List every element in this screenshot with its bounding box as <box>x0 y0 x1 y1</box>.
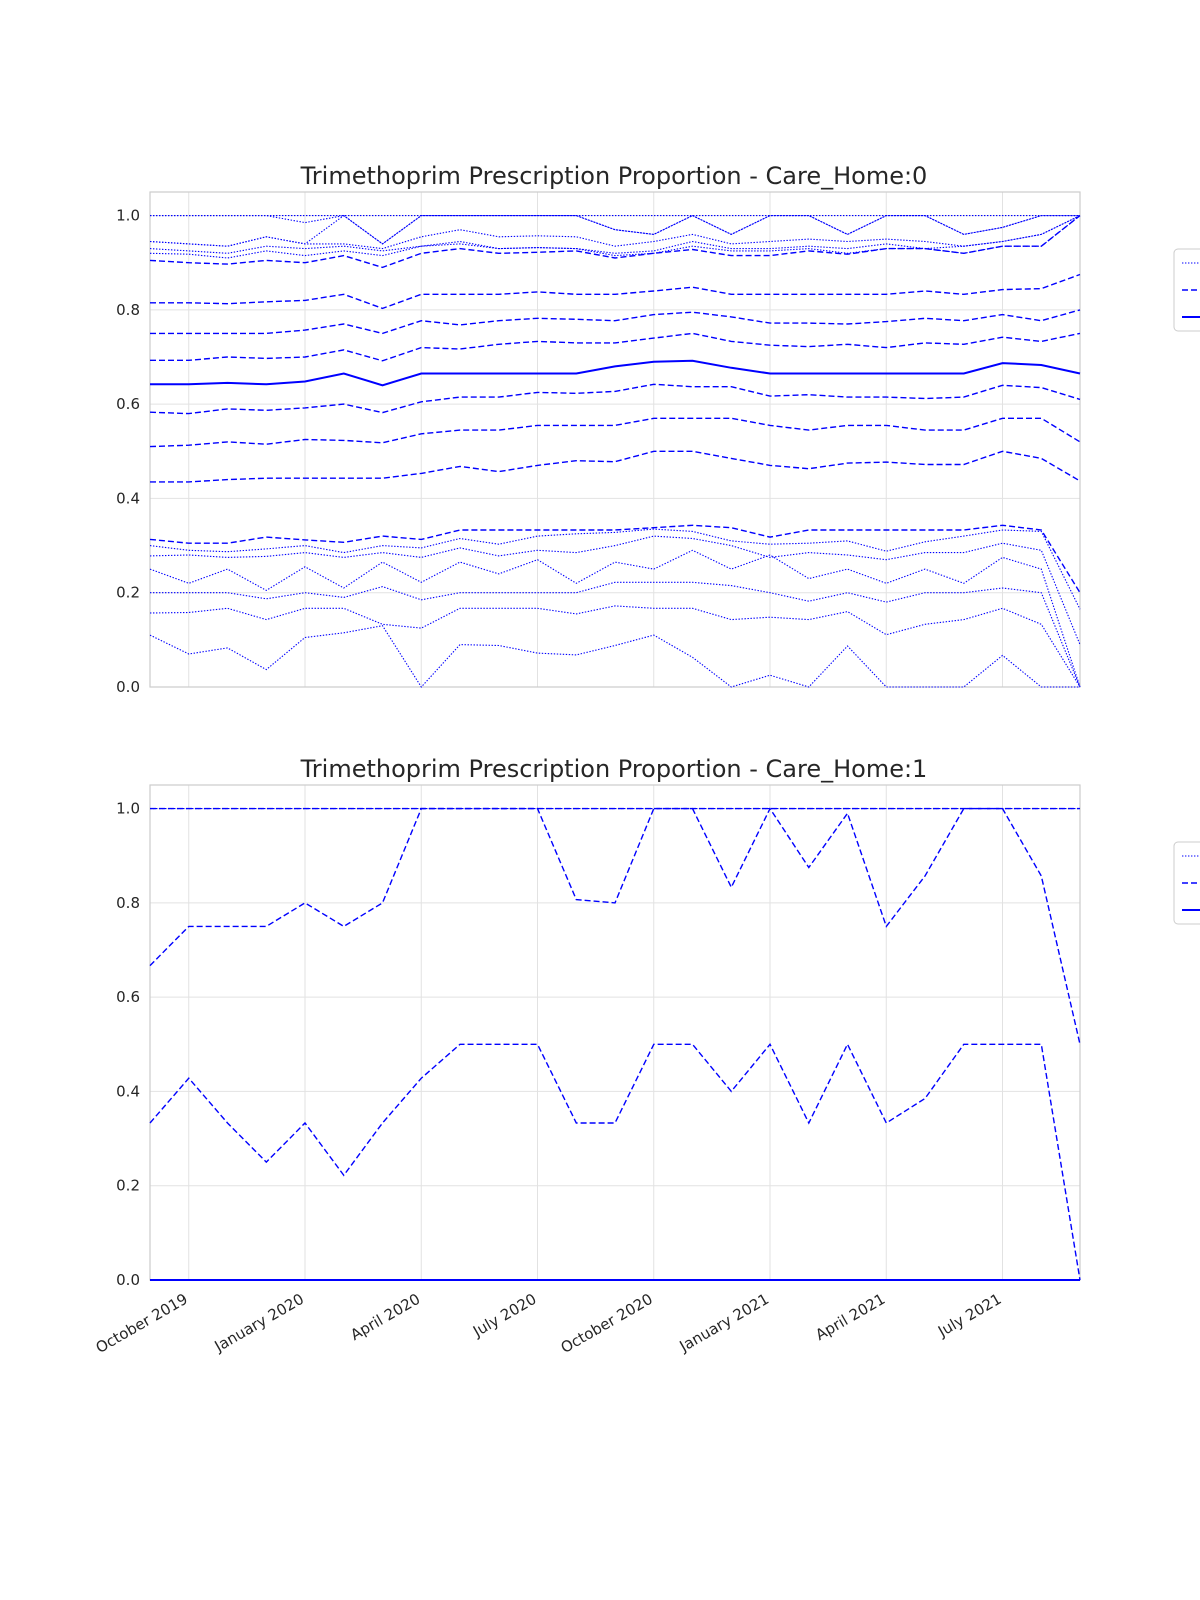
grid <box>150 785 1080 1281</box>
series-line-8 <box>150 273 1081 310</box>
series-line-6 <box>149 215 1081 259</box>
series-line-16 <box>149 528 1081 610</box>
x-tick-label: July 2020 <box>469 1290 539 1341</box>
chart-panel-care-home-0: Trimethoprim Prescription Proportion - C… <box>116 162 1200 696</box>
x-tick-label: January 2021 <box>676 1290 772 1356</box>
legend[interactable] <box>1173 841 1200 925</box>
x-tick-label: April 2020 <box>347 1290 423 1344</box>
series-line-14 <box>150 450 1081 483</box>
y-tick-label: 0.4 <box>116 489 140 507</box>
series-line-5 <box>149 215 1081 254</box>
series-line-3 <box>149 807 1081 1045</box>
y-tick-label: 0.6 <box>116 988 140 1006</box>
y-axis: 0.0 0.2 0.4 0.6 0.8 1.0 <box>116 207 140 696</box>
series-line-11 <box>150 359 1081 387</box>
chart-title: Trimethoprim Prescription Proportion - C… <box>300 162 928 190</box>
series-line-17 <box>149 535 1081 645</box>
series-line-18 <box>149 549 1081 688</box>
x-tick-label: October 2019 <box>93 1290 191 1357</box>
legend[interactable] <box>1173 248 1200 332</box>
series-group <box>149 214 1081 688</box>
x-axis: October 2019 January 2020 April 2020 July 2… <box>93 1290 1005 1357</box>
series-line-15 <box>149 524 1081 594</box>
y-tick-label: 0.4 <box>116 1082 140 1100</box>
y-tick-label: 0.6 <box>116 395 140 413</box>
series-line-21 <box>149 625 1080 688</box>
y-tick-label: 0.8 <box>116 301 140 319</box>
y-tick-label: 1.0 <box>116 800 140 818</box>
series-line-20 <box>149 605 1081 688</box>
plot-area <box>149 191 1081 688</box>
plot-area <box>149 784 1081 1281</box>
series-line-12 <box>149 383 1081 415</box>
chart-panel-care-home-1: Trimethoprim Prescription Proportion - C… <box>93 755 1200 1357</box>
y-tick-label: 0.2 <box>116 1177 140 1195</box>
series-line-13 <box>149 417 1081 448</box>
x-tick-label: October 2020 <box>558 1290 656 1357</box>
series-line-9 <box>150 309 1081 335</box>
series-line-4 <box>149 215 1081 250</box>
y-tick-label: 0.0 <box>116 678 140 696</box>
x-tick-label: April 2021 <box>812 1290 888 1344</box>
y-tick-label: 0.2 <box>116 584 140 602</box>
y-tick-label: 1.0 <box>116 207 140 225</box>
y-tick-label: 0.8 <box>116 894 140 912</box>
series-line-10 <box>150 332 1081 362</box>
y-tick-label: 0.0 <box>116 1271 140 1289</box>
series-group <box>149 807 1081 1281</box>
series-line-2 <box>150 214 1080 245</box>
series-line-19 <box>150 581 1081 688</box>
chart-title: Trimethoprim Prescription Proportion - C… <box>300 755 928 783</box>
x-tick-label: July 2021 <box>934 1290 1004 1341</box>
series-line-4 <box>149 1042 1081 1281</box>
y-axis: 0.0 0.2 0.4 0.6 0.8 1.0 <box>116 800 140 1289</box>
series-line-7 <box>149 215 1081 269</box>
x-tick-label: January 2020 <box>211 1290 307 1356</box>
